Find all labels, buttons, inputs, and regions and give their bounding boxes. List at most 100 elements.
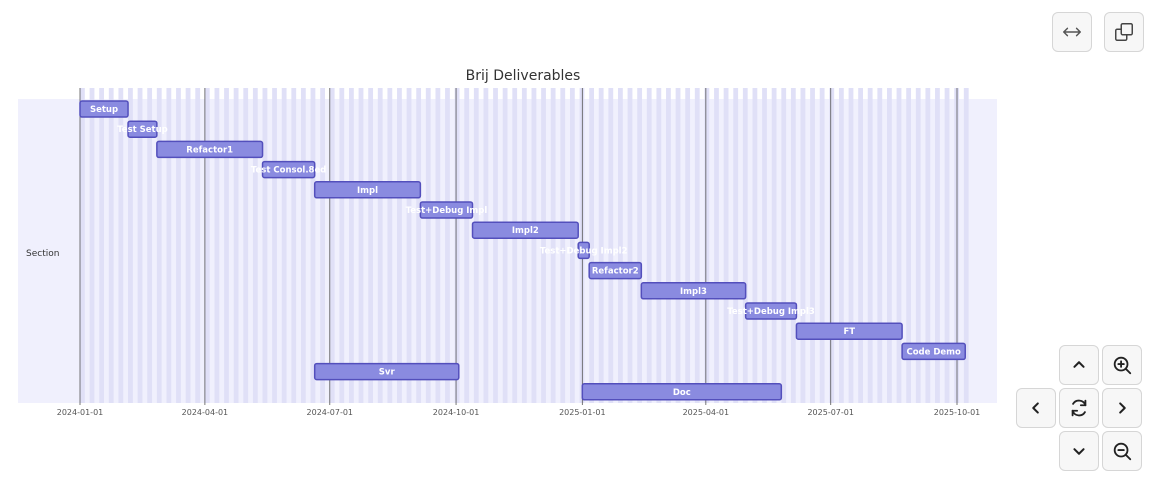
task-bar-rect[interactable] — [471, 221, 579, 239]
task-bar[interactable]: Test+Debug Impl2 — [540, 241, 628, 260]
week-stripe — [618, 88, 623, 403]
week-stripe — [310, 88, 316, 403]
week-stripe — [243, 88, 249, 403]
task-bar[interactable]: Test+Debug Impl3 — [727, 302, 815, 320]
week-stripe — [262, 88, 268, 403]
task-bar-rect[interactable] — [581, 383, 783, 401]
task-bar[interactable]: Impl3 — [640, 282, 747, 300]
zoom-out-button[interactable] — [1102, 431, 1142, 471]
week-stripe — [867, 88, 873, 403]
pan-left-button[interactable] — [1016, 388, 1056, 428]
task-label: Test Consol.8ed — [251, 166, 326, 176]
week-stripe — [128, 88, 133, 403]
task-bar[interactable]: Test Consol.8ed — [251, 160, 326, 179]
fit-width-button[interactable] — [1052, 12, 1092, 52]
pan-down-button[interactable] — [1059, 431, 1099, 471]
task-bar[interactable]: Test Setup — [117, 120, 168, 138]
week-stripe — [502, 88, 508, 403]
task-bar[interactable]: Setup — [79, 100, 129, 118]
month-gridlines — [79, 88, 958, 405]
task-bar-rect[interactable] — [588, 261, 643, 280]
x-tick-label: 2024-01-01 — [57, 408, 104, 417]
week-stripe — [80, 88, 85, 403]
week-stripe — [454, 88, 460, 403]
week-stripe — [589, 88, 594, 403]
week-stripe — [473, 88, 479, 403]
pan-up-button[interactable] — [1059, 345, 1099, 385]
week-stripe — [790, 88, 796, 403]
x-tick-label: 2025-01-01 — [559, 408, 606, 417]
copy-button[interactable] — [1104, 12, 1144, 52]
week-stripe — [214, 88, 220, 403]
task-bar[interactable]: Refactor2 — [588, 261, 643, 280]
task-label: Test+Debug Impl2 — [540, 246, 628, 256]
task-bar-rect[interactable] — [795, 322, 903, 340]
task-bar[interactable]: Test+Debug Impl — [406, 201, 488, 219]
week-stripe — [291, 88, 297, 403]
chevron-down-icon — [1073, 448, 1085, 455]
x-tick-label: 2025-04-01 — [683, 408, 730, 417]
task-bar-rect[interactable] — [577, 241, 590, 260]
task-label: Setup — [90, 105, 118, 115]
week-stripe — [896, 88, 902, 403]
week-stripe — [185, 88, 191, 403]
task-bar-rect[interactable] — [640, 282, 747, 300]
task-bar-rect[interactable] — [127, 120, 158, 138]
week-stripe — [387, 88, 393, 403]
task-bar-rect[interactable] — [156, 140, 264, 159]
arrows-horizontal-icon — [1063, 27, 1081, 37]
week-stripe — [281, 88, 287, 403]
task-bar[interactable]: FT — [795, 322, 903, 340]
week-stripe — [204, 88, 210, 403]
task-bar-rect[interactable] — [79, 100, 129, 118]
task-label: FT — [843, 327, 855, 337]
task-label: Doc — [673, 388, 691, 398]
task-bar-rect[interactable] — [261, 160, 316, 179]
week-stripe — [147, 88, 153, 403]
pan-right-button[interactable] — [1102, 388, 1142, 428]
task-bar-rect[interactable] — [313, 362, 460, 381]
reset-button[interactable] — [1059, 388, 1099, 428]
zoom-out-icon — [1113, 442, 1132, 461]
week-stripe — [99, 88, 105, 403]
task-bar-rect[interactable] — [901, 342, 966, 361]
task-bar-rect[interactable] — [313, 181, 422, 199]
week-stripe — [656, 88, 662, 403]
x-tick-label: 2024-07-01 — [307, 408, 354, 417]
week-stripe — [339, 88, 345, 403]
task-bar[interactable]: Impl — [313, 181, 422, 199]
zoom-in-button[interactable] — [1102, 345, 1142, 385]
task-bar-rect[interactable] — [744, 302, 798, 320]
week-stripe — [550, 88, 556, 403]
week-stripe — [349, 88, 354, 403]
task-bar[interactable]: Refactor1 — [156, 140, 264, 159]
week-stripe — [838, 88, 844, 403]
week-stripe — [887, 88, 892, 403]
week-stripe — [406, 88, 412, 403]
week-stripe — [646, 88, 652, 403]
week-stripe — [560, 88, 566, 403]
task-label: Impl — [357, 186, 378, 196]
week-stripe — [89, 88, 95, 403]
week-stripe — [858, 88, 863, 403]
week-stripe — [445, 88, 450, 403]
task-bar[interactable]: Doc — [581, 383, 783, 401]
task-label: Test+Debug Impl3 — [727, 307, 815, 317]
week-stripe — [252, 88, 258, 403]
week-stripe — [435, 88, 441, 403]
week-stripe — [233, 88, 239, 403]
task-bar[interactable]: Code Demo — [901, 342, 966, 361]
zoom-in-icon — [1113, 356, 1132, 375]
week-stripe — [108, 88, 114, 403]
week-stripe — [416, 88, 422, 403]
week-stripe — [829, 88, 835, 403]
week-stripe — [608, 88, 614, 403]
x-axis-ticks: 2024-01-01 2024-04-01 2024-07-01 2024-10-01… — [57, 408, 981, 417]
chevron-left-icon — [1032, 402, 1039, 414]
task-bar[interactable]: Svr — [313, 362, 460, 381]
task-bar[interactable]: Impl2 — [471, 221, 579, 239]
task-bar-rect[interactable] — [419, 201, 474, 219]
week-stripe — [694, 88, 700, 403]
week-stripe — [512, 88, 518, 403]
week-stripe — [598, 88, 604, 403]
